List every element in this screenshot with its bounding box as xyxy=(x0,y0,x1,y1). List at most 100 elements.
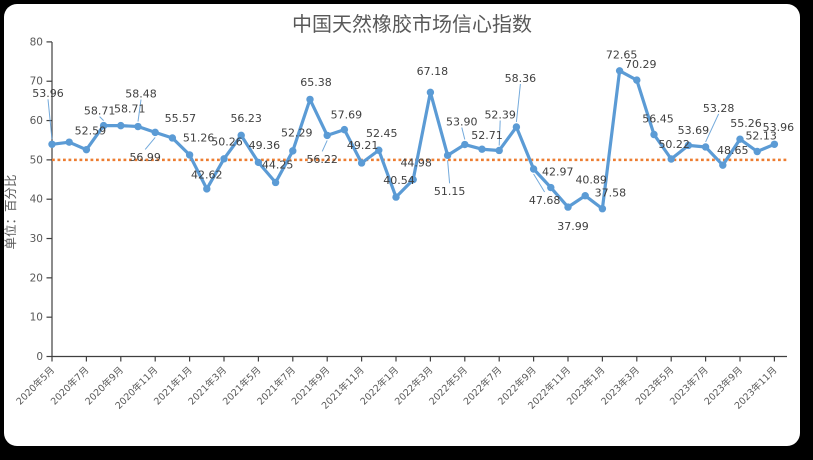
data-point-marker xyxy=(237,131,245,140)
data-point-marker xyxy=(512,123,521,131)
data-label: 65.38 xyxy=(300,76,332,89)
chart-title: 中国天然橡胶市场信心指数 xyxy=(292,12,532,36)
label-leader-line xyxy=(515,83,521,123)
y-tick-label: 10 xyxy=(30,312,43,324)
label-leader-line xyxy=(47,99,53,140)
data-label: 55.57 xyxy=(165,112,197,125)
data-point-marker xyxy=(736,135,744,143)
data-point-marker xyxy=(426,88,435,97)
data-point-marker xyxy=(598,205,607,213)
data-label: 42.62 xyxy=(191,169,223,182)
data-label: 47.68 xyxy=(529,194,561,207)
data-label: 44.98 xyxy=(400,156,432,169)
data-point-marker xyxy=(254,158,263,167)
data-label: 42.97 xyxy=(542,165,574,178)
label-leader-line xyxy=(447,160,451,184)
data-label: 72.65 xyxy=(606,49,638,62)
data-point-marker xyxy=(168,134,177,142)
y-tick-label: 70 xyxy=(30,76,43,88)
label-leader-line xyxy=(461,127,466,140)
data-label: 53.96 xyxy=(763,121,795,134)
y-tick-label: 60 xyxy=(30,115,43,127)
y-tick-label: 40 xyxy=(30,194,43,206)
data-label: 49.36 xyxy=(249,139,281,152)
data-label: 58.71 xyxy=(84,104,116,117)
label-leader-line xyxy=(498,120,501,146)
label-leader-line xyxy=(144,137,156,150)
data-label: 52.59 xyxy=(75,124,107,137)
data-point-marker xyxy=(615,67,624,75)
data-label: 56.22 xyxy=(306,153,338,166)
data-label: 58.71 xyxy=(114,102,146,115)
data-point-marker xyxy=(203,185,211,193)
data-label: 53.28 xyxy=(703,102,735,115)
data-label: 44.25 xyxy=(262,158,294,171)
y-axis-title: 单位：百分比 xyxy=(3,174,18,249)
data-point-marker xyxy=(220,155,228,163)
y-tick-label: 20 xyxy=(30,272,43,284)
data-point-marker xyxy=(529,165,538,173)
data-point-marker xyxy=(633,76,641,84)
data-point-marker xyxy=(564,203,572,211)
data-label: 57.69 xyxy=(331,108,363,121)
label-leader-line xyxy=(137,99,142,122)
data-label: 48.65 xyxy=(717,144,749,157)
data-label: 56.99 xyxy=(129,151,161,164)
data-point-marker xyxy=(134,122,142,131)
data-point-marker xyxy=(461,140,469,149)
data-label: 56.23 xyxy=(230,112,262,125)
data-point-marker xyxy=(753,147,761,156)
data-label: 70.29 xyxy=(625,58,657,71)
data-point-marker xyxy=(306,95,314,104)
data-point-marker xyxy=(719,161,727,169)
data-point-marker xyxy=(547,183,555,192)
y-tick-label: 30 xyxy=(30,233,43,245)
data-point-marker xyxy=(65,138,73,146)
y-tick-label: 50 xyxy=(30,154,43,166)
data-label: 55.26 xyxy=(730,117,762,130)
data-label: 50.26 xyxy=(211,136,243,149)
data-point-marker xyxy=(650,130,658,139)
data-label: 51.15 xyxy=(434,185,466,198)
data-label: 52.45 xyxy=(366,127,398,140)
data-label: 58.48 xyxy=(125,87,157,100)
data-point-marker xyxy=(701,143,710,151)
data-label: 58.36 xyxy=(505,72,537,85)
data-point-marker xyxy=(409,175,417,184)
data-label: 53.96 xyxy=(32,87,64,100)
data-point-marker xyxy=(289,147,297,155)
label-leader-line xyxy=(705,113,720,143)
data-point-marker xyxy=(271,178,280,187)
data-point-marker xyxy=(684,141,693,150)
label-leader-line xyxy=(99,116,104,121)
data-point-marker xyxy=(99,121,108,130)
data-point-marker xyxy=(495,146,503,155)
data-label: 52.71 xyxy=(471,129,503,142)
data-point-marker xyxy=(375,146,383,154)
data-label: 52.39 xyxy=(484,108,516,121)
data-point-marker xyxy=(48,140,56,149)
data-label: 53.69 xyxy=(678,124,710,137)
data-label: 50.22 xyxy=(658,138,690,151)
chart-card xyxy=(4,4,800,446)
data-point-marker xyxy=(82,145,91,154)
data-label: 52.13 xyxy=(745,129,777,142)
data-point-marker xyxy=(443,151,452,160)
data-label: 40.54 xyxy=(383,174,415,187)
label-leader-line xyxy=(321,140,328,152)
data-point-marker xyxy=(392,193,400,201)
data-point-marker xyxy=(323,131,331,140)
data-point-marker xyxy=(581,192,589,200)
data-point-marker xyxy=(667,155,675,163)
data-label: 67.18 xyxy=(417,65,449,78)
data-label: 40.89 xyxy=(575,174,607,187)
data-point-marker xyxy=(357,159,366,167)
data-label: 51.26 xyxy=(183,132,215,145)
y-tick-label: 80 xyxy=(30,36,43,48)
data-point-marker xyxy=(478,145,486,153)
y-tick-label: 0 xyxy=(36,351,43,363)
data-label: 53.90 xyxy=(446,115,478,128)
data-point-marker xyxy=(770,140,779,149)
data-point-marker xyxy=(151,128,159,137)
